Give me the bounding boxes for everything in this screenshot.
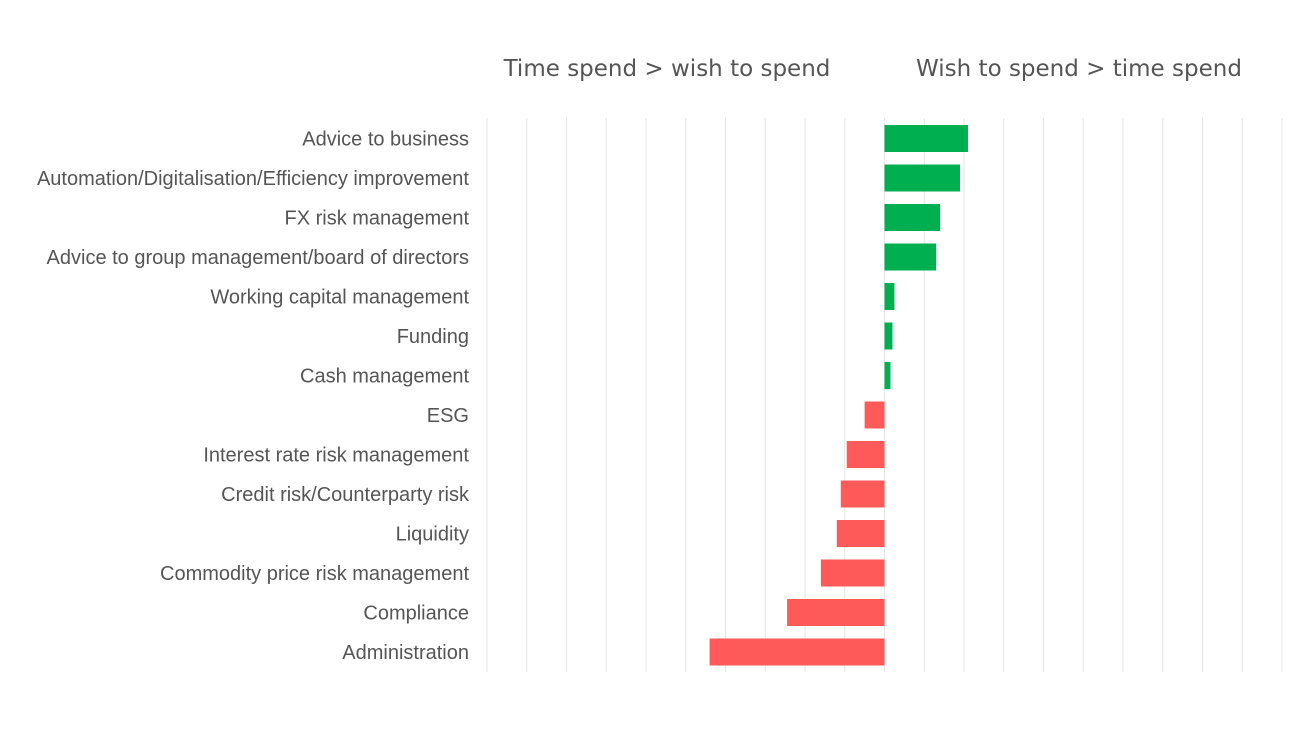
gridlines — [486, 118, 1283, 672]
category-label: FX risk management — [284, 208, 469, 230]
category-label: Working capital management — [210, 287, 469, 309]
bar — [884, 204, 941, 231]
category-label: Advice to business — [302, 129, 469, 151]
category-label: Interest rate risk management — [203, 445, 469, 467]
category-label: Cash management — [300, 366, 469, 388]
category-label: Administration — [342, 642, 469, 664]
bar — [820, 559, 885, 587]
bar — [884, 243, 937, 271]
bar — [709, 638, 885, 666]
bar — [787, 599, 885, 626]
category-label: Credit risk/Counterparty risk — [221, 484, 470, 506]
bar — [884, 125, 968, 152]
bar — [884, 164, 961, 192]
bar — [836, 520, 885, 547]
category-label: Advice to group management/board of dire… — [47, 247, 469, 269]
bar — [864, 401, 885, 429]
bar — [884, 362, 891, 389]
category-label: Compliance — [363, 603, 469, 625]
category-label: Liquidity — [396, 524, 469, 546]
category-label: ESG — [427, 405, 469, 427]
category-label: Funding — [397, 326, 469, 348]
bar — [840, 480, 885, 508]
category-labels: Advice to business Automation/Digitalisat… — [37, 129, 470, 665]
bars — [709, 125, 968, 666]
bar — [846, 441, 885, 468]
category-label: Commodity price risk management — [160, 563, 469, 585]
bar — [884, 283, 895, 310]
category-label: Automation/Digitalisation/Efficiency imp… — [37, 168, 469, 190]
bar — [884, 322, 893, 350]
right-header: Wish to spend > time spend — [916, 56, 1242, 82]
left-header: Time spend > wish to spend — [503, 56, 831, 82]
